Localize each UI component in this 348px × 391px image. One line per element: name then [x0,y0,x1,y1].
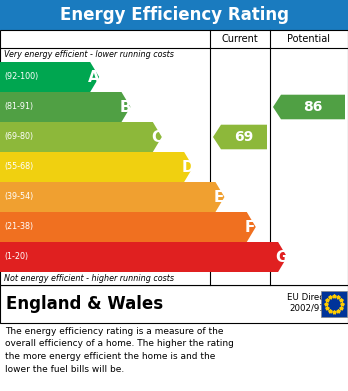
Polygon shape [0,62,99,92]
Polygon shape [0,122,162,152]
Polygon shape [213,125,267,149]
Text: (1-20): (1-20) [4,253,28,262]
Text: Current: Current [222,34,258,44]
Text: Potential: Potential [287,34,331,44]
Text: Very energy efficient - lower running costs: Very energy efficient - lower running co… [4,50,174,59]
Text: E: E [214,190,224,204]
Text: G: G [275,249,288,264]
Polygon shape [0,212,256,242]
Text: C: C [151,129,162,145]
Polygon shape [0,242,287,272]
Text: 69: 69 [234,130,254,144]
Text: (92-100): (92-100) [4,72,38,81]
Polygon shape [273,95,345,119]
Text: F: F [245,219,255,235]
Text: Energy Efficiency Rating: Energy Efficiency Rating [60,6,288,24]
Text: England & Wales: England & Wales [6,295,163,313]
Polygon shape [0,152,193,182]
Text: (55-68): (55-68) [4,163,33,172]
Text: A: A [88,70,100,84]
Text: 86: 86 [303,100,323,114]
Bar [0,30,348,285]
Text: EU Directive
2002/91/EC: EU Directive 2002/91/EC [287,293,341,313]
Text: (69-80): (69-80) [4,133,33,142]
Bar [0,0,348,30]
Text: (81-91): (81-91) [4,102,33,111]
Text: (39-54): (39-54) [4,192,33,201]
Text: The energy efficiency rating is a measure of the
overall efficiency of a home. T: The energy efficiency rating is a measur… [5,327,234,373]
Text: B: B [119,99,131,115]
Polygon shape [0,92,130,122]
Polygon shape [0,182,224,212]
Bar [321,291,347,317]
Text: Not energy efficient - higher running costs: Not energy efficient - higher running co… [4,274,174,283]
Bar [0,285,348,323]
Text: D: D [181,160,194,174]
Text: (21-38): (21-38) [4,222,33,231]
